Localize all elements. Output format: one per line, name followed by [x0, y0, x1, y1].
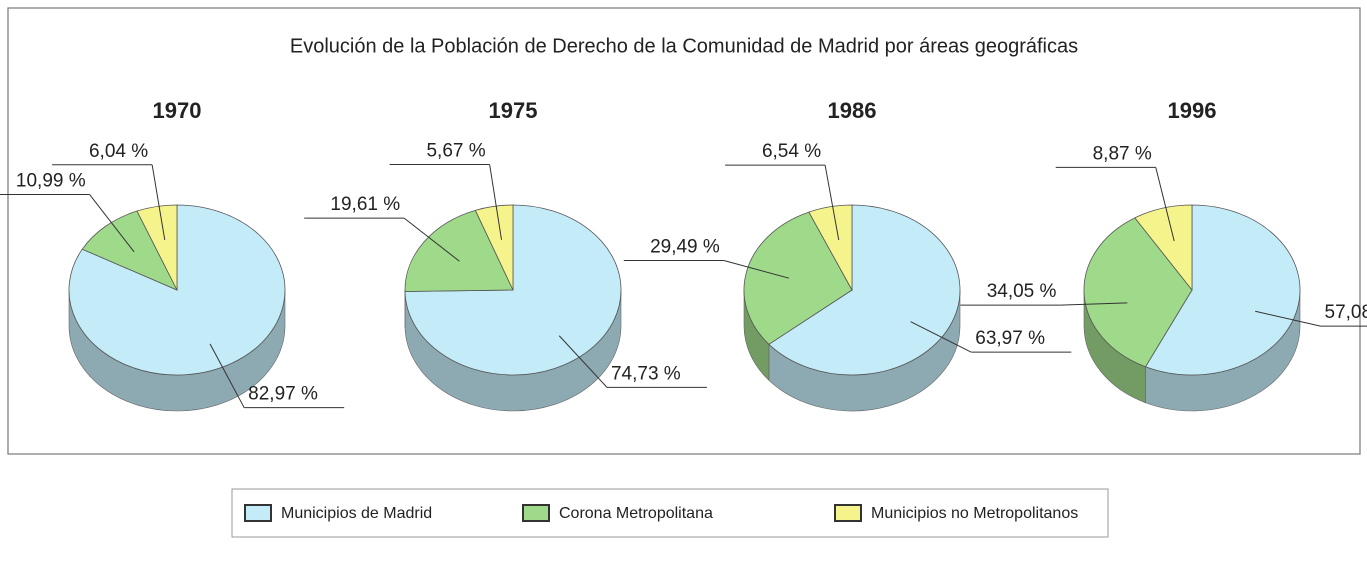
pie-title: 1970 — [153, 98, 202, 123]
value-label: 34,05 % — [987, 281, 1057, 302]
legend-label: Corona Metropolitana — [559, 505, 713, 522]
value-label: 57,08 % — [1325, 302, 1367, 323]
value-label: 5,67 % — [426, 141, 485, 162]
value-label: 8,87 % — [1093, 143, 1152, 164]
legend-swatch — [245, 505, 271, 521]
value-label: 74,73 % — [611, 363, 681, 384]
legend-label: Municipios no Metropolitanos — [871, 505, 1078, 522]
value-label: 6,54 % — [762, 141, 821, 162]
chart-title: Evolución de la Población de Derecho de … — [290, 35, 1078, 57]
legend-swatch — [835, 505, 861, 521]
value-label: 82,97 % — [248, 384, 318, 405]
pie-title: 1986 — [828, 98, 877, 123]
value-label: 6,04 % — [89, 141, 148, 162]
legend-label: Municipios de Madrid — [281, 505, 432, 522]
value-label: 29,49 % — [650, 237, 720, 258]
pie-title: 1975 — [489, 98, 538, 123]
value-label: 19,61 % — [330, 194, 400, 215]
value-label: 63,97 % — [975, 328, 1045, 349]
legend-swatch — [523, 505, 549, 521]
pie-title: 1996 — [1168, 98, 1217, 123]
value-label: 10,99 % — [16, 171, 86, 192]
